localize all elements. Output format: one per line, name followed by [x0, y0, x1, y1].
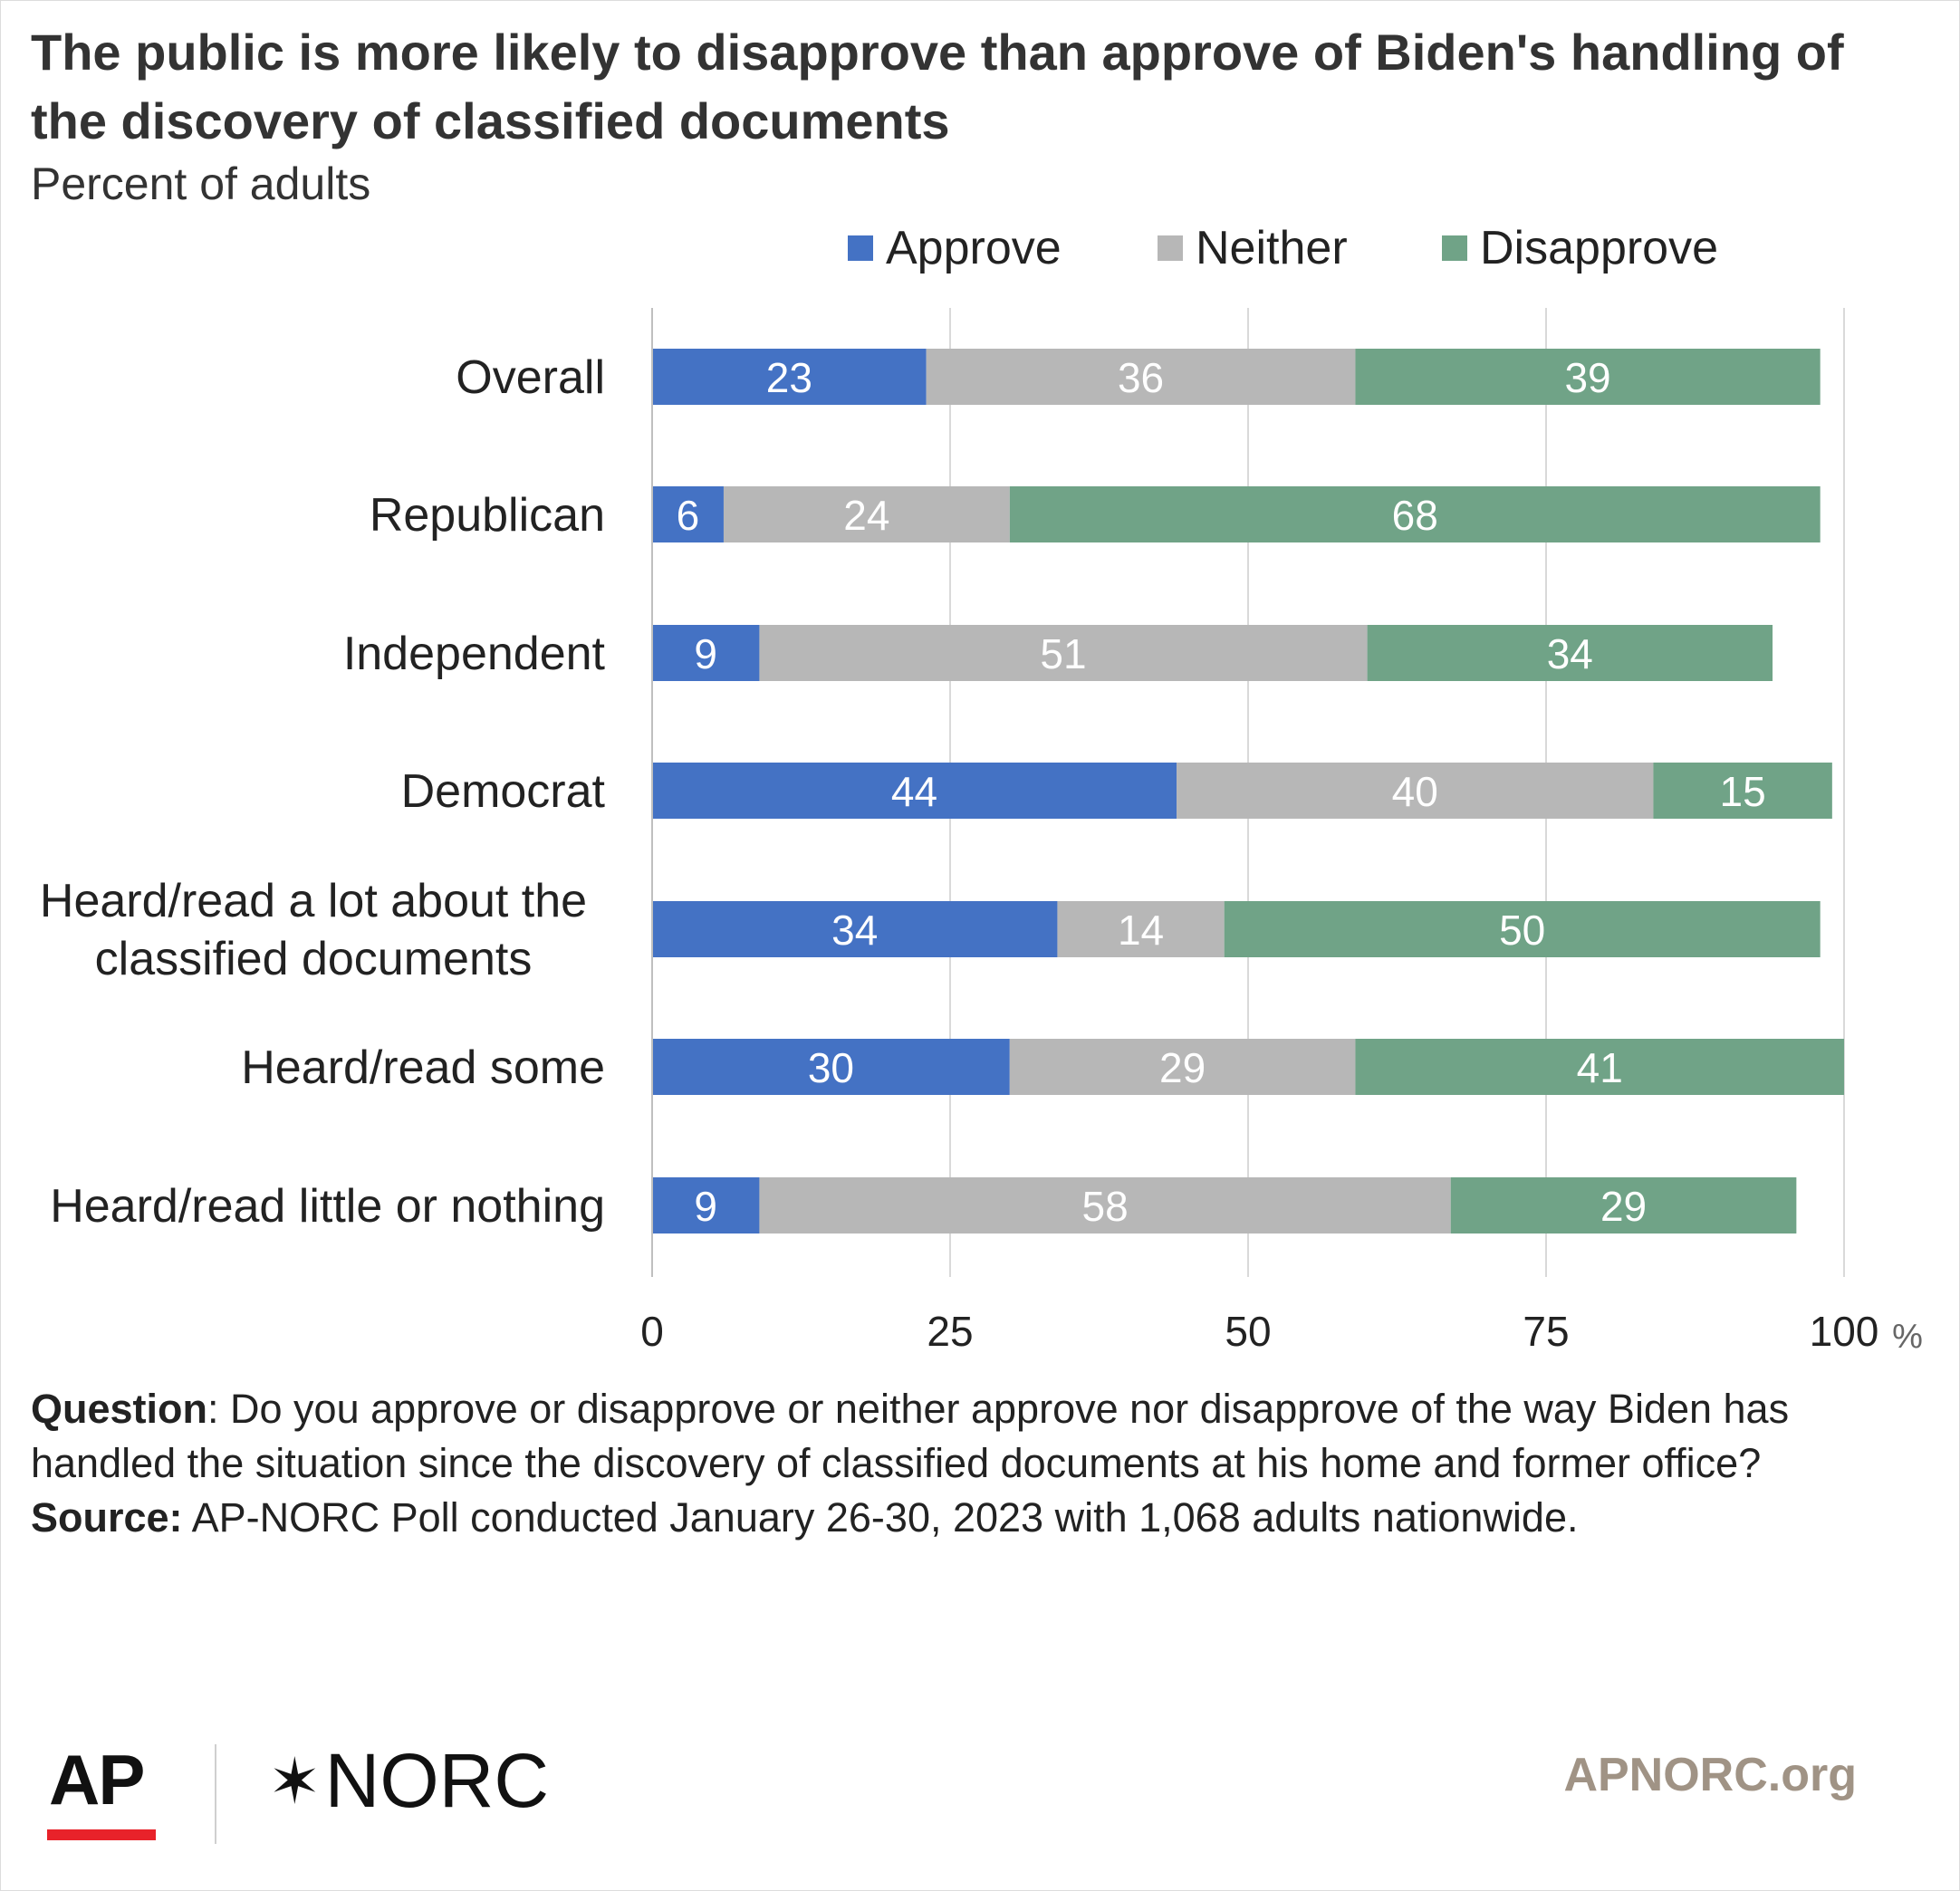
category-label-line: classified documents [95, 933, 533, 985]
bar-neither [759, 625, 1368, 681]
ap-logo: AP [49, 1740, 145, 1819]
category-label: Independent [343, 628, 606, 680]
bar-disapprove [1355, 349, 1821, 405]
data-label: 14 [1118, 907, 1164, 954]
ap-logo-underline [47, 1829, 156, 1840]
bar-neither [926, 349, 1356, 405]
legend-swatch-approve [848, 235, 873, 261]
category-label-line: Heard/read little or nothing [50, 1180, 605, 1233]
chart-title: The public is more likely to disapprove … [31, 24, 1844, 149]
category-label-line: Heard/read a lot about the [40, 875, 587, 927]
data-label: 34 [831, 907, 878, 954]
data-label: 41 [1577, 1044, 1623, 1091]
legend-label-disapprove: Disapprove [1480, 222, 1719, 274]
legend-swatch-neither [1158, 235, 1183, 261]
category-label: Overall [456, 351, 605, 404]
bar-approve [652, 901, 1058, 957]
data-label: 39 [1564, 354, 1610, 401]
bar-disapprove [1653, 763, 1832, 819]
source-label: Source: [31, 1494, 183, 1541]
category-label: Heard/read little or nothing [50, 1180, 605, 1233]
bar-disapprove [1367, 625, 1773, 681]
legend-swatch-disapprove [1442, 235, 1467, 261]
data-label: 68 [1392, 492, 1438, 539]
bar-disapprove [1224, 901, 1821, 957]
bar-approve [652, 349, 927, 405]
category-label-line: Independent [343, 628, 606, 680]
chart-notes: Question: Do you approve or disapprove o… [31, 1382, 1933, 1545]
data-label: 9 [694, 630, 717, 677]
bar-approve [652, 486, 724, 542]
data-label: 58 [1081, 1183, 1128, 1230]
x-tick-label: 75 [1523, 1308, 1569, 1355]
legend-label-neither: Neither [1196, 222, 1348, 274]
data-label: 24 [843, 492, 889, 539]
source-note: Source: AP-NORC Poll conducted January 2… [31, 1491, 1933, 1545]
legend-approve: Approve [848, 221, 1062, 275]
question-text: : Do you approve or disapprove or neithe… [31, 1386, 1790, 1486]
norc-logo-text: NORC [324, 1738, 549, 1823]
category-label-line: Overall [456, 351, 605, 404]
chart-subtitle: Percent of adults [31, 158, 371, 209]
norc-star-icon: ✶ [268, 1745, 322, 1817]
x-tick-label: 100 [1810, 1308, 1879, 1355]
bar-approve [652, 763, 1177, 819]
data-label: 29 [1600, 1183, 1647, 1230]
footer-divider [215, 1744, 216, 1844]
category-label-line: Heard/read some [241, 1041, 605, 1094]
data-label: 36 [1118, 354, 1164, 401]
stacked-bar-chart: 0 25 50 75 100 % Overall 23 36 39 Republican 6 24 68 I… [40, 308, 1923, 1356]
norc-logo: ✶ NORC [268, 1737, 549, 1825]
bar-approve [652, 1177, 760, 1233]
bar-disapprove [1355, 1039, 1844, 1095]
question-label: Question [31, 1386, 208, 1432]
category-label-line: Democrat [401, 765, 606, 818]
legend-label-approve: Approve [886, 222, 1062, 274]
data-label: 9 [694, 1183, 717, 1230]
bar-disapprove [1450, 1177, 1797, 1233]
bar-neither [759, 1177, 1451, 1233]
legend-disapprove: Disapprove [1442, 221, 1718, 275]
data-label: 51 [1040, 630, 1086, 677]
category-label: Heard/read some [241, 1041, 605, 1094]
data-label: 44 [891, 768, 937, 815]
data-label: 34 [1547, 630, 1593, 677]
x-tick-label: 25 [927, 1308, 973, 1355]
bar-neither [1057, 901, 1225, 957]
bar-approve [652, 625, 760, 681]
question-note: Question: Do you approve or disapprove o… [31, 1382, 1933, 1491]
category-label: Democrat [401, 765, 606, 818]
data-label: 30 [808, 1044, 854, 1091]
category-label: Heard/read a lot about the classified doc… [40, 875, 587, 985]
source-text: AP-NORC Poll conducted January 26-30, 20… [182, 1494, 1579, 1541]
x-unit-label: % [1892, 1318, 1923, 1356]
x-tick-label: 0 [640, 1308, 664, 1355]
bar-approve [652, 1039, 1010, 1095]
bar-neither [723, 486, 1010, 542]
legend-neither: Neither [1158, 221, 1348, 275]
bar-disapprove [1009, 486, 1821, 542]
bar-neither [1009, 1039, 1356, 1095]
data-label: 29 [1159, 1044, 1206, 1091]
apnorc-link[interactable]: APNORC.org [1563, 1749, 1857, 1801]
data-label: 23 [766, 354, 812, 401]
data-label: 15 [1720, 768, 1766, 815]
category-label-line: Republican [370, 489, 605, 542]
x-tick-label: 50 [1225, 1308, 1271, 1355]
bar-neither [1177, 763, 1654, 819]
data-label: 40 [1392, 768, 1438, 815]
category-label: Republican [370, 489, 605, 542]
data-label: 6 [677, 492, 700, 539]
data-label: 50 [1499, 907, 1545, 954]
